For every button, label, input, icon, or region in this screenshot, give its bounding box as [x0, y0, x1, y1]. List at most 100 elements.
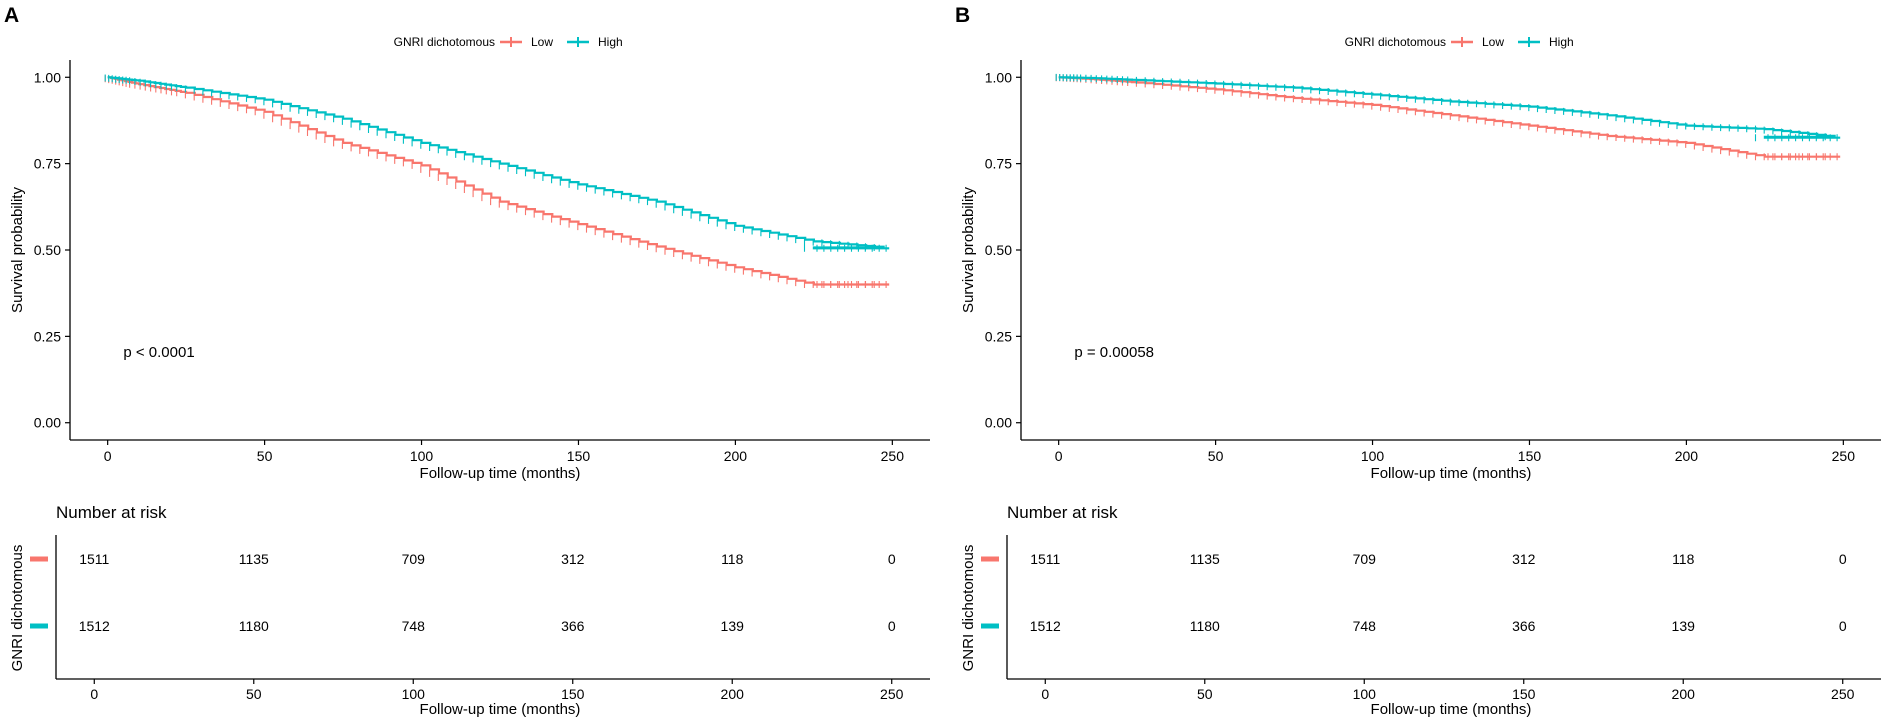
legend-title: GNRI dichotomous: [1345, 35, 1446, 49]
y-ticks: 0.00 0.25 0.50 0.75 1.00: [985, 69, 1021, 431]
y-ticks: 0.00 0.25 0.50 0.75 1.00: [34, 69, 70, 431]
risk-count-high: 1512: [79, 618, 110, 634]
y-tick-label: 0.50: [34, 242, 61, 258]
risk-x-tick-label: 250: [1831, 686, 1855, 702]
risk-strata-title: GNRI dichotomous: [9, 545, 26, 672]
x-tick-label: 200: [1675, 448, 1699, 464]
panel-label: A: [4, 4, 19, 27]
risk-count-high: 139: [1672, 618, 1696, 634]
p-value: p < 0.0001: [123, 344, 194, 361]
x-tick-label: 150: [567, 448, 591, 464]
risk-x-ticks: 0 50 100 150 200 250: [1041, 679, 1855, 702]
panel-label: B: [955, 4, 970, 27]
y-axis-title: Survival probability: [960, 187, 977, 313]
risk-table-title: Number at risk: [56, 503, 167, 522]
risk-count-low: 1135: [239, 551, 269, 567]
legend-key-high: [1518, 37, 1540, 47]
x-tick-label: 250: [881, 448, 905, 464]
risk-count-high: 748: [1353, 618, 1377, 634]
legend: GNRI dichotomous Low High: [394, 35, 623, 49]
risk-count-high: 1180: [1190, 618, 1220, 634]
y-tick-label: 0.75: [985, 156, 1012, 172]
risk-count-low: 312: [1512, 551, 1536, 567]
risk-count-low: 1511: [79, 551, 109, 567]
risk-count-low: 1135: [1190, 551, 1220, 567]
x-tick-label: 150: [1518, 448, 1542, 464]
risk-x-tick-label: 50: [1197, 686, 1213, 702]
risk-count-high: 139: [721, 618, 745, 634]
legend-key-low: [500, 37, 522, 47]
risk-x-tick-label: 250: [880, 686, 904, 702]
risk-count-low: 0: [888, 551, 896, 567]
risk-x-tick-label: 200: [721, 686, 745, 702]
y-tick-label: 0.25: [985, 328, 1012, 344]
risk-x-tick-label: 200: [1672, 686, 1696, 702]
y-tick-label: 1.00: [34, 69, 61, 85]
x-tick-label: 200: [724, 448, 748, 464]
panel-b: B GNRI dichotomous Low High 0.00 0.25 0.50…: [955, 4, 1881, 718]
risk-count-low: 1511: [1030, 551, 1060, 567]
risk-strata-title: GNRI dichotomous: [960, 545, 977, 672]
censor-marks-high: [1055, 73, 1838, 142]
risk-count-high: 1180: [239, 618, 269, 634]
survival-plot: 0.00 0.25 0.50 0.75 1.00 0 50 100 150 200 250 p =…: [960, 60, 1881, 482]
risk-x-tick-label: 100: [402, 686, 426, 702]
y-tick-label: 0.50: [985, 242, 1012, 258]
risk-count-low: 118: [721, 551, 744, 567]
y-tick-label: 1.00: [985, 69, 1012, 85]
legend-label-high: High: [598, 35, 623, 49]
y-tick-label: 0.25: [34, 328, 61, 344]
risk-count-low: 709: [1353, 551, 1377, 567]
x-ticks: 0 50 100 150 200 250: [1055, 440, 1855, 464]
panel-a: A GNRI dichotomous Low High 0.00 0.25 0.50…: [4, 4, 930, 718]
risk-strata-keys: [30, 556, 48, 629]
risk-x-tick-label: 150: [561, 686, 585, 702]
x-tick-label: 250: [1832, 448, 1856, 464]
x-tick-label: 100: [1361, 448, 1385, 464]
legend-label-low: Low: [531, 35, 553, 49]
risk-count-low: 312: [561, 551, 585, 567]
risk-count-high: 366: [561, 618, 585, 634]
risk-count-high: 366: [1512, 618, 1536, 634]
risk-count-high: 0: [888, 618, 896, 634]
risk-table-title: Number at risk: [1007, 503, 1118, 522]
risk-x-tick-label: 50: [246, 686, 262, 702]
y-tick-label: 0.00: [985, 415, 1012, 431]
risk-x-tick-label: 0: [90, 686, 98, 702]
survival-curve-high: [107, 76, 890, 250]
x-axis-title: Follow-up time (months): [1371, 465, 1532, 482]
x-tick-label: 0: [1055, 448, 1063, 464]
survival-curve-low: [1058, 76, 1841, 158]
y-tick-label: 0.75: [34, 156, 61, 172]
legend-label-low: Low: [1482, 35, 1504, 49]
legend-title: GNRI dichotomous: [394, 35, 495, 49]
y-tick-label: 0.00: [34, 415, 61, 431]
risk-x-ticks: 0 50 100 150 200 250: [90, 679, 904, 702]
survival-curve-low: [107, 76, 890, 286]
risk-x-axis-title: Follow-up time (months): [1371, 701, 1532, 718]
legend-key-low: [1451, 37, 1473, 47]
x-tick-label: 50: [257, 448, 273, 464]
risk-x-axis-title: Follow-up time (months): [420, 701, 581, 718]
risk-x-tick-label: 150: [1512, 686, 1536, 702]
survival-curves: [104, 74, 890, 288]
legend-key-high: [567, 37, 589, 47]
risk-strata-keys: [981, 556, 999, 629]
risk-x-tick-label: 100: [1353, 686, 1377, 702]
risk-x-tick-label: 0: [1041, 686, 1049, 702]
risk-count-low: 118: [1672, 551, 1695, 567]
risk-count-low: 0: [1839, 551, 1847, 567]
risk-count-high: 748: [402, 618, 426, 634]
p-value: p = 0.00058: [1074, 344, 1154, 361]
survival-curves: [1055, 73, 1841, 161]
risk-count-high: 0: [1839, 618, 1847, 634]
y-axis-title: Survival probability: [9, 187, 26, 313]
x-tick-label: 0: [104, 448, 112, 464]
x-axis-title: Follow-up time (months): [420, 465, 581, 482]
